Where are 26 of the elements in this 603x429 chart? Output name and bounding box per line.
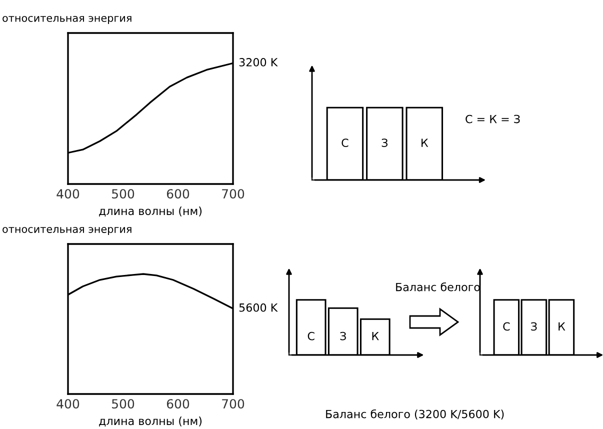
x-tick-label: 500 bbox=[112, 399, 134, 409]
x-tick-label: 700 bbox=[222, 189, 244, 199]
y-axis-title: относительная энергия bbox=[2, 227, 132, 235]
x-tick-label: 500 bbox=[112, 189, 134, 199]
x-tick-label: 600 bbox=[166, 189, 190, 199]
x-axis-title: длина волны (нм) bbox=[99, 206, 202, 216]
x-tick-label: 700 bbox=[222, 399, 244, 409]
x-axis-title: длина волны (нм) bbox=[99, 416, 202, 426]
category-label: С bbox=[503, 322, 510, 331]
annotation: С = К = З bbox=[466, 114, 520, 124]
category-label: З bbox=[382, 138, 388, 148]
text: Баланс белого (3200 K/5600 K) bbox=[326, 409, 504, 420]
category-label: З bbox=[531, 322, 537, 331]
category-label: С bbox=[308, 332, 314, 340]
category-label: К bbox=[372, 332, 379, 340]
x-tick-label: 400 bbox=[56, 189, 80, 199]
x-tick-label: 600 bbox=[166, 399, 190, 409]
category-label: С bbox=[342, 138, 348, 148]
category-label: К bbox=[422, 138, 428, 147]
annotation: 3200 K bbox=[239, 58, 278, 66]
category-label: К bbox=[558, 322, 566, 330]
annotation: 5600 K bbox=[239, 303, 278, 312]
category-label: З bbox=[340, 332, 346, 340]
text: Баланс белого bbox=[396, 282, 480, 292]
x-tick-label: 400 bbox=[56, 399, 80, 409]
y-axis-title: относительная энергия bbox=[2, 16, 132, 24]
